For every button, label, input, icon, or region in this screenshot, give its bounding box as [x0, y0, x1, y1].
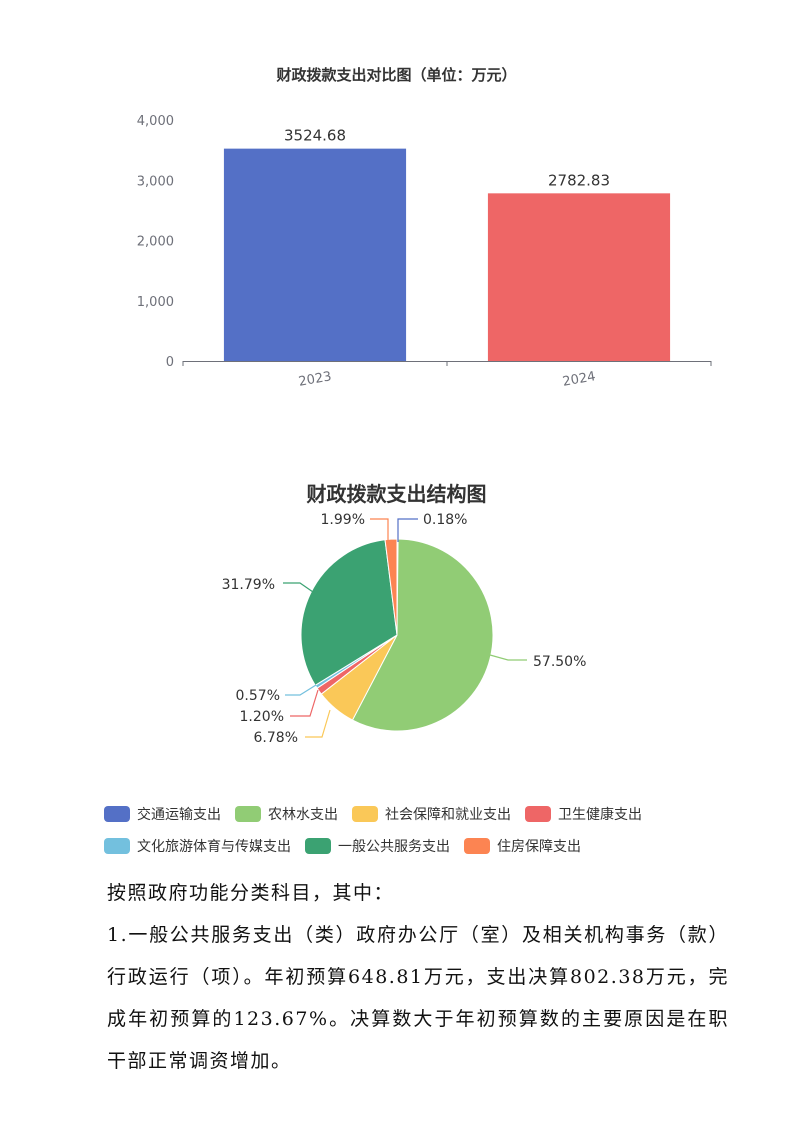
pie-data-label: 0.18%	[423, 512, 467, 528]
bar-2024[interactable]	[487, 193, 671, 361]
x-tick-label: 2023	[297, 369, 332, 390]
bar-data-label: 2782.83	[548, 171, 610, 189]
pie-label-leader	[397, 518, 418, 542]
legend-label: 文化旅游体育与传媒支出	[137, 839, 291, 855]
pie-slice[interactable]	[300, 539, 398, 686]
legend-item[interactable]: 交通运输支出	[104, 804, 221, 824]
legend-swatch	[104, 806, 130, 822]
legend-row: 交通运输支出 农林水支出 社会保障和就业支出 卫生健康支出	[104, 798, 724, 830]
pie-chart: 0.18% 57.50% 6.78% 1.20% 0.57% 31.79% 1.99%	[222, 512, 587, 746]
y-tick-label: 4,000	[137, 114, 174, 129]
pie-data-label: 1.20%	[240, 709, 284, 725]
pie-label-leader	[370, 518, 389, 542]
legend-swatch	[235, 806, 261, 822]
legend-item[interactable]: 住房保障支出	[464, 836, 581, 856]
legend-swatch	[352, 806, 378, 822]
legend-swatch	[305, 838, 331, 854]
x-tick-label: 2024	[561, 369, 596, 390]
bar-data-label: 3524.68	[284, 127, 346, 145]
pie-label-leader	[290, 689, 319, 717]
y-tick-label: 1,000	[137, 295, 174, 310]
pie-label-leader	[305, 709, 331, 738]
y-tick-label: 0	[166, 355, 174, 370]
legend-item[interactable]: 农林水支出	[235, 804, 338, 824]
bar-chart-title: 财政拨款支出对比图（单位：万元）	[276, 66, 517, 84]
y-tick-label: 2,000	[137, 235, 174, 250]
legend-item[interactable]: 卫生健康支出	[525, 804, 642, 824]
legend-label: 社会保障和就业支出	[385, 807, 511, 823]
bar-2023[interactable]	[223, 148, 407, 361]
pie-chart-title: 财政拨款支出结构图	[306, 482, 487, 506]
pie-data-label: 1.99%	[321, 512, 365, 528]
y-tick-label: 3,000	[137, 174, 174, 189]
pie-data-label: 6.78%	[254, 730, 298, 746]
legend-swatch	[104, 838, 130, 854]
legend-label: 农林水支出	[268, 807, 338, 823]
legend-item[interactable]: 文化旅游体育与传媒支出	[104, 836, 291, 856]
intro-paragraph: 按照政府功能分类科目，其中：	[107, 882, 395, 904]
pie-legend: 交通运输支出 农林水支出 社会保障和就业支出 卫生健康支出 文化旅游体育与传媒支…	[104, 798, 724, 862]
legend-label: 卫生健康支出	[558, 807, 642, 823]
legend-item[interactable]: 社会保障和就业支出	[352, 804, 511, 824]
legend-label: 交通运输支出	[137, 807, 221, 823]
item-paragraph: 1.一般公共服务支出（类）政府办公厅（室）及相关机构事务（款）行政运行（项）。年…	[107, 924, 729, 1072]
legend-swatch	[464, 838, 490, 854]
legend-row: 文化旅游体育与传媒支出 一般公共服务支出 住房保障支出	[104, 830, 724, 862]
pie-data-label: 57.50%	[533, 654, 586, 670]
pie-label-leader	[283, 582, 314, 593]
pie-slice[interactable]	[351, 538, 494, 732]
legend-label: 一般公共服务支出	[338, 839, 450, 855]
legend-label: 住房保障支出	[497, 839, 581, 855]
legend-swatch	[525, 806, 551, 822]
pie-data-label: 31.79%	[222, 577, 275, 593]
pie-slice[interactable]	[384, 538, 398, 636]
pie-data-label: 0.57%	[236, 688, 280, 704]
body-text: 按照政府功能分类科目，其中： 1.一般公共服务支出（类）政府办公厅（室）及相关机…	[107, 872, 729, 1082]
bar-chart: 0 1,000 2,000 3,000 4,000 3524.68 2023 2782.83 2…	[137, 114, 712, 390]
pie-label-leader	[489, 654, 527, 661]
legend-item[interactable]: 一般公共服务支出	[305, 836, 450, 856]
pie-label-leader	[285, 684, 317, 696]
